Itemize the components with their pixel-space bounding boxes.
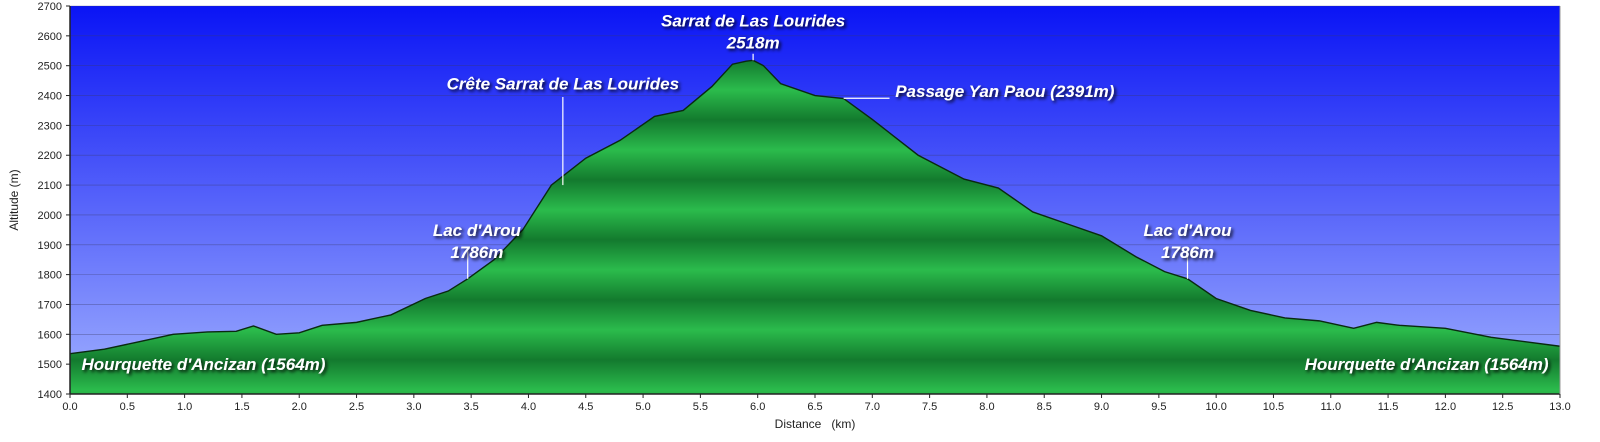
y-tick-label: 2000 [38,210,62,222]
y-tick-label: 2700 [38,1,62,13]
annotation: Sarrat de Las Lourides 2518m [661,11,845,61]
x-tick-label: 2.5 [349,401,364,413]
annotations: Sarrat de Las Lourides 2518m Crête Sarrat … [81,11,1548,374]
annotation-label: Crête Sarrat de Las Lourides [447,75,679,94]
x-tick-label: 3.5 [464,401,479,413]
annotation-label: Passage Yan Paou (2391m) [895,82,1115,101]
x-tick-label: 7.0 [865,401,880,413]
y-tick-label: 1400 [38,389,62,401]
x-tick-label: 3.0 [406,401,421,413]
y-tick-label: 2400 [38,91,62,103]
annotation-label: Lac d'Arou 1786m [433,221,522,262]
y-tick-label: 2300 [38,120,62,132]
x-tick-label: 8.5 [1037,401,1052,413]
annotation-label: Lac d'Arou 1786m [1143,221,1232,262]
x-tick-label: 1.0 [177,401,192,413]
y-tick-label: 1500 [38,359,62,371]
x-tick-label: 5.0 [635,401,650,413]
x-tick-label: 12.5 [1492,401,1513,413]
x-tick-label: 11.5 [1378,401,1399,413]
y-tick-label: 1900 [38,240,62,252]
x-tick-label: 13.0 [1549,401,1570,413]
y-tick-label: 2500 [38,61,62,73]
annotation-label: Sarrat de Las Lourides 2518m [661,11,845,52]
y-axis-ticks: 1400 1500 1600 1700 1800 1900 2000 2100 2200 2300… [38,1,70,401]
annotation-label: Hourquette d'Ancizan (1564m) [1305,355,1549,374]
x-tick-label: 9.0 [1094,401,1109,413]
x-tick-label: 6.5 [807,401,822,413]
y-tick-label: 1600 [38,329,62,341]
x-tick-label: 10.0 [1205,401,1226,413]
x-axis-title: Distance (km) [775,417,856,431]
annotation: Lac d'Arou 1786m [1143,221,1232,279]
x-tick-label: 12.0 [1435,401,1456,413]
y-tick-label: 1800 [38,270,62,282]
y-axis-title: Altitude (m) [7,169,21,230]
x-tick-label: 9.5 [1151,401,1166,413]
x-axis-ticks: 0.0 0.5 1.0 1.5 2.0 2.5 3.0 3.5 4.0 4.5 5.0 5.5 6.0 6… [62,394,1571,413]
x-tick-label: 10.5 [1263,401,1284,413]
x-tick-label: 1.5 [234,401,249,413]
x-tick-label: 2.0 [292,401,307,413]
annotation: Passage Yan Paou (2391m) [843,82,1115,101]
y-tick-label: 1700 [38,299,62,311]
x-tick-label: 6.0 [750,401,765,413]
x-tick-label: 4.5 [578,401,593,413]
x-tick-label: 11.0 [1320,401,1341,413]
x-tick-label: 4.0 [521,401,536,413]
x-tick-label: 7.5 [922,401,937,413]
annotation: Hourquette d'Ancizan (1564m) [81,355,325,374]
y-tick-label: 2200 [38,150,62,162]
y-tick-label: 2600 [38,31,62,43]
x-tick-label: 0.0 [62,401,77,413]
x-tick-label: 0.5 [120,401,135,413]
elevation-line [69,59,1561,355]
annotation: Crête Sarrat de Las Lourides [447,75,679,186]
x-tick-label: 8.0 [979,401,994,413]
annotation: Lac d'Arou 1786m [433,221,522,279]
annotation: Hourquette d'Ancizan (1564m) [1305,355,1549,374]
y-tick-label: 2100 [38,180,62,192]
elevation-area [70,60,1560,394]
x-tick-label: 5.5 [693,401,708,413]
annotation-label: Hourquette d'Ancizan (1564m) [81,355,325,374]
